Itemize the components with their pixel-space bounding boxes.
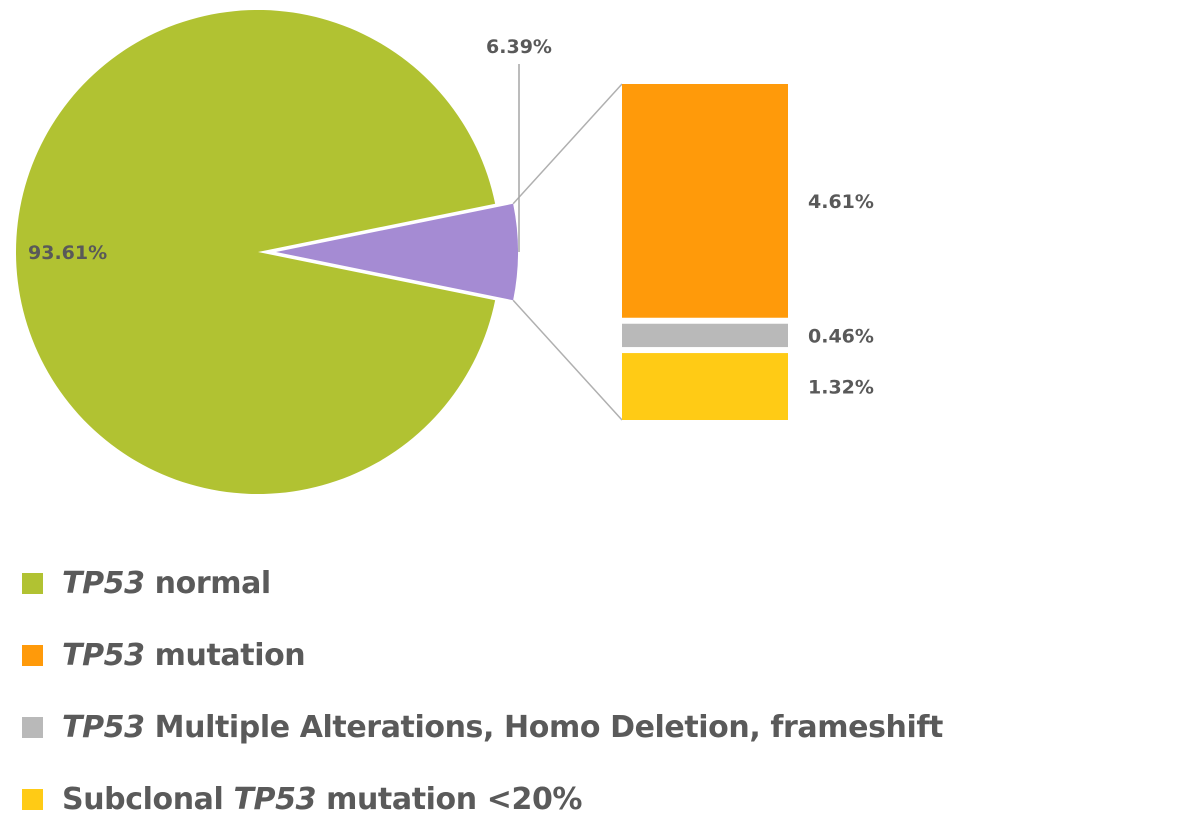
legend-item-mutation: TP53 mutation bbox=[22, 637, 1197, 673]
legend: TP53 normal TP53 mutation TP53 Multiple … bbox=[22, 565, 1197, 817]
legend-item-normal: TP53 normal bbox=[22, 565, 1197, 601]
bar-segment-mutation bbox=[622, 84, 788, 318]
pie-slice-altered bbox=[276, 203, 518, 301]
legend-swatch-multiple bbox=[22, 716, 43, 738]
bar-segment-multiple bbox=[622, 323, 788, 348]
data-labels: 93.61% 6.39% 4.61% 0.46% 1.32% bbox=[28, 36, 874, 399]
breakdown-bar bbox=[622, 84, 788, 420]
connector-line-top bbox=[512, 83, 623, 205]
legend-swatch-subclonal bbox=[22, 788, 43, 810]
legend-item-subclonal: Subclonal TP53 mutation <20% bbox=[22, 781, 1197, 817]
bar-label-subclonal: 1.32% bbox=[808, 377, 874, 399]
pie-of-bar-chart: 93.61% 6.39% 4.61% 0.46% 1.32% bbox=[15, 9, 874, 495]
legend-label-normal: TP53 normal bbox=[62, 565, 271, 601]
connector-lines bbox=[512, 83, 623, 421]
bar-label-multiple: 0.46% bbox=[808, 325, 874, 347]
pie-label-normal: 93.61% bbox=[28, 242, 107, 264]
legend-label-mutation: TP53 mutation bbox=[62, 637, 306, 673]
bar-segment-subclonal bbox=[622, 353, 788, 420]
connector-line-bottom bbox=[512, 299, 623, 421]
pie-slice-normal bbox=[15, 9, 496, 495]
legend-label-subclonal: Subclonal TP53 mutation <20% bbox=[62, 781, 583, 817]
bar-label-mutation: 4.61% bbox=[808, 191, 874, 213]
pie bbox=[15, 9, 518, 495]
pie-label-altered: 6.39% bbox=[486, 36, 552, 58]
legend-swatch-mutation bbox=[22, 644, 43, 666]
legend-label-multiple: TP53 Multiple Alterations, Homo Deletion… bbox=[62, 709, 943, 745]
legend-swatch-normal bbox=[22, 572, 43, 594]
legend-item-multiple: TP53 Multiple Alterations, Homo Deletion… bbox=[22, 709, 1197, 745]
